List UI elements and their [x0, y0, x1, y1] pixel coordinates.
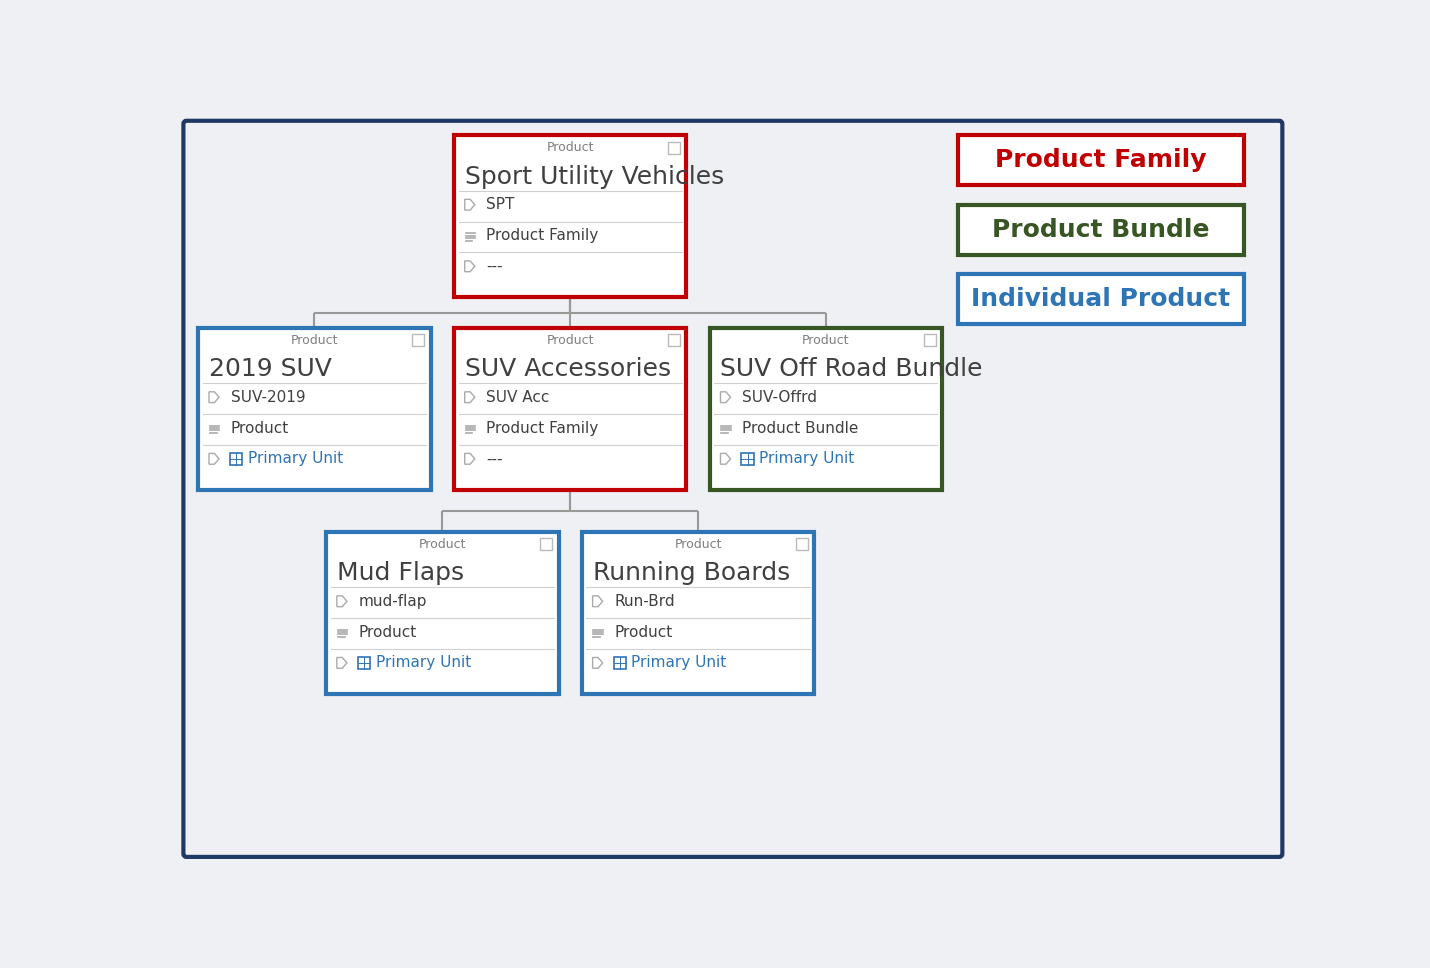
Bar: [230, 453, 242, 465]
Bar: [199, 328, 430, 490]
Text: SUV Off Road Bundle: SUV Off Road Bundle: [721, 357, 982, 381]
Bar: [613, 656, 626, 669]
Bar: [958, 136, 1244, 186]
Polygon shape: [337, 657, 347, 668]
Text: SUV-Offrd: SUV-Offrd: [742, 390, 817, 405]
Text: mud-flap: mud-flap: [359, 593, 428, 609]
Polygon shape: [592, 596, 602, 607]
Text: Product Family: Product Family: [486, 420, 599, 436]
Bar: [358, 656, 370, 669]
Text: SUV Accessories: SUV Accessories: [465, 357, 671, 381]
Text: ---: ---: [486, 451, 503, 467]
Text: Primary Unit: Primary Unit: [632, 655, 726, 671]
Text: Running Boards: Running Boards: [592, 561, 789, 586]
Text: Product: Product: [546, 334, 593, 347]
Polygon shape: [465, 392, 475, 403]
Bar: [668, 334, 681, 347]
Bar: [326, 532, 559, 694]
Bar: [412, 334, 425, 347]
Polygon shape: [465, 453, 475, 465]
Text: Product: Product: [546, 141, 593, 154]
Text: Product: Product: [615, 624, 672, 640]
Bar: [668, 141, 681, 154]
Text: Product: Product: [802, 334, 849, 347]
Bar: [453, 328, 686, 490]
Bar: [741, 453, 754, 465]
Bar: [958, 204, 1244, 255]
Polygon shape: [592, 657, 602, 668]
Text: Product: Product: [290, 334, 337, 347]
Bar: [795, 538, 808, 551]
Polygon shape: [209, 453, 219, 465]
Bar: [709, 328, 942, 490]
Polygon shape: [465, 261, 475, 272]
Text: Product: Product: [419, 538, 466, 551]
Text: Product: Product: [675, 538, 722, 551]
Text: Primary Unit: Primary Unit: [247, 451, 343, 467]
FancyBboxPatch shape: [183, 121, 1283, 857]
Polygon shape: [721, 453, 731, 465]
Polygon shape: [721, 392, 731, 403]
Text: SUV Acc: SUV Acc: [486, 390, 549, 405]
Text: Primary Unit: Primary Unit: [376, 655, 470, 671]
Text: Product: Product: [230, 420, 289, 436]
Polygon shape: [209, 392, 219, 403]
Text: Mud Flaps: Mud Flaps: [337, 561, 463, 586]
Bar: [453, 136, 686, 297]
Text: Product Bundle: Product Bundle: [742, 420, 858, 436]
Text: Product Bundle: Product Bundle: [992, 218, 1210, 242]
Text: Sport Utility Vehicles: Sport Utility Vehicles: [465, 165, 724, 189]
Text: SUV-2019: SUV-2019: [230, 390, 305, 405]
Text: Product Family: Product Family: [995, 148, 1207, 172]
Bar: [958, 274, 1244, 324]
Text: 2019 SUV: 2019 SUV: [209, 357, 332, 381]
Text: SPT: SPT: [486, 197, 515, 212]
Bar: [582, 532, 814, 694]
Text: Product Family: Product Family: [486, 228, 599, 243]
Polygon shape: [465, 199, 475, 210]
Polygon shape: [337, 596, 347, 607]
Text: ---: ---: [486, 258, 503, 274]
Text: Individual Product: Individual Product: [971, 287, 1231, 311]
Bar: [541, 538, 552, 551]
Text: Product: Product: [359, 624, 416, 640]
Text: Primary Unit: Primary Unit: [759, 451, 855, 467]
Bar: [924, 334, 935, 347]
Text: Run-Brd: Run-Brd: [615, 593, 675, 609]
